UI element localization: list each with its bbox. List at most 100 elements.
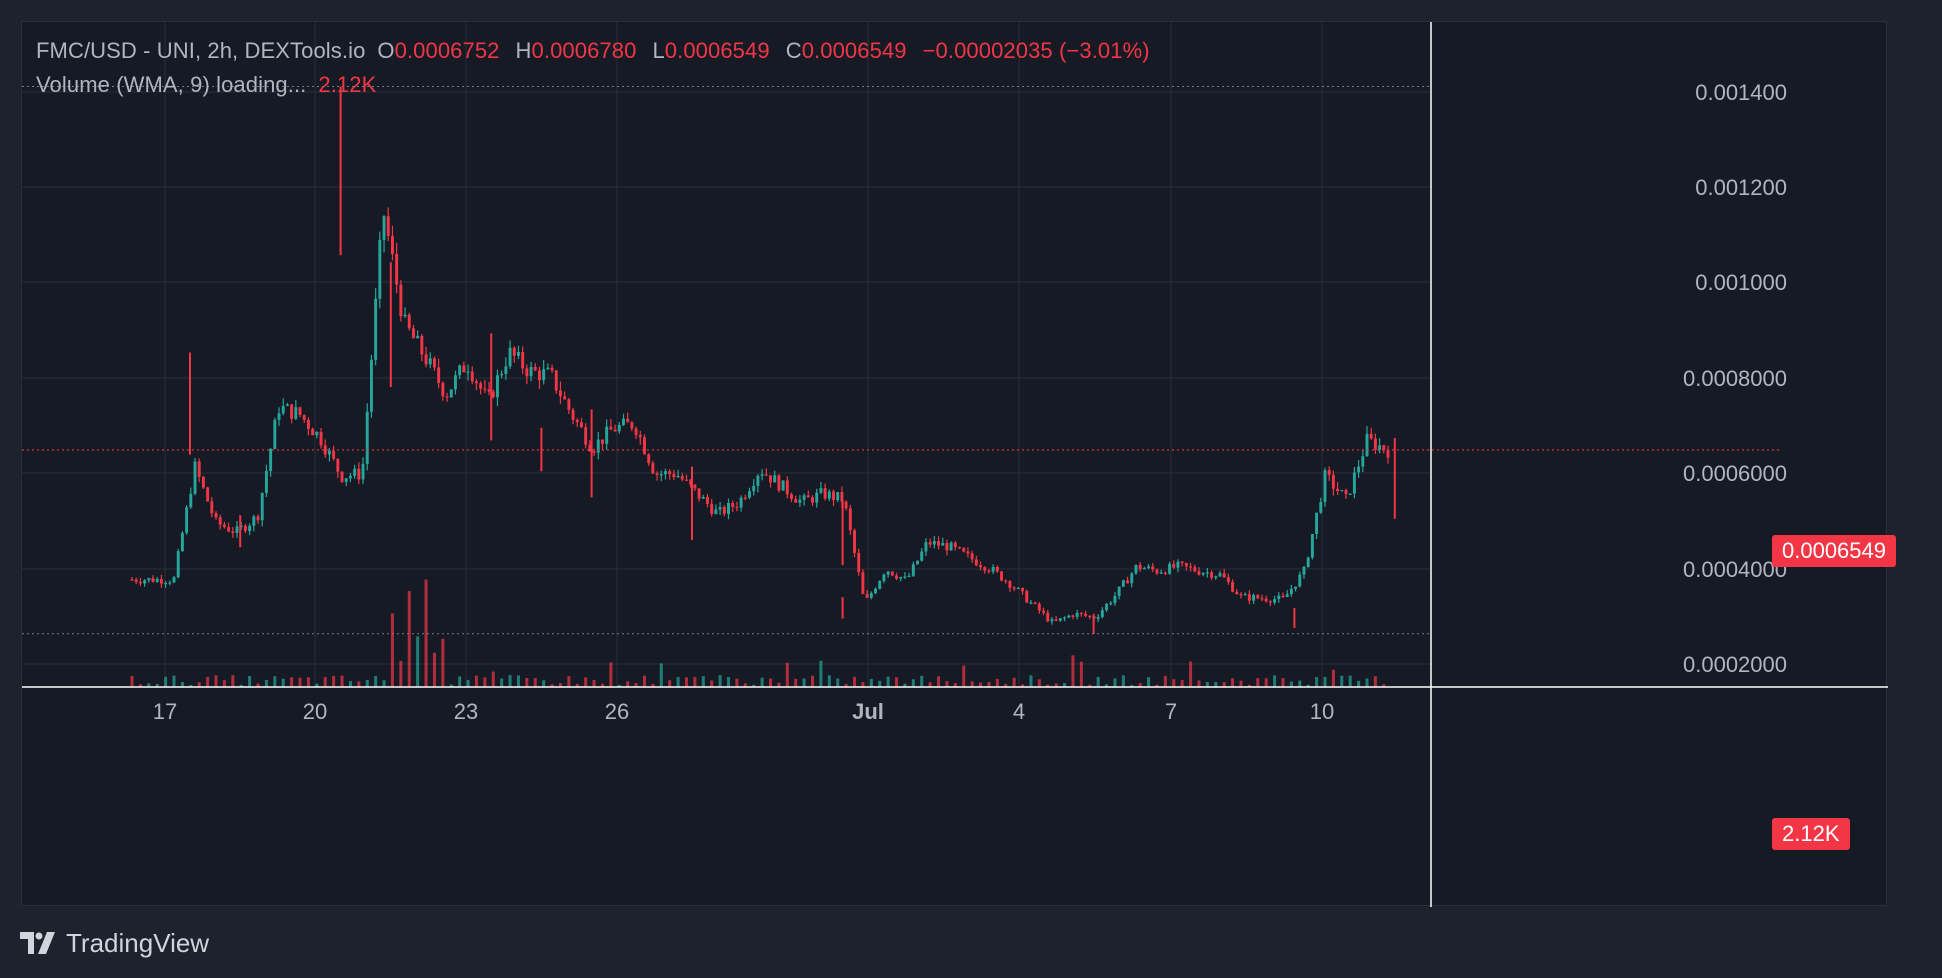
candle-body [769, 475, 772, 483]
open-value: 0.0006752 [394, 38, 500, 63]
y-tick-label: 0.0002000 [1683, 652, 1787, 677]
volume-bar [1197, 680, 1201, 687]
volume-bar [1021, 684, 1025, 687]
candle-body [1063, 617, 1067, 619]
candle-body [374, 298, 378, 360]
candle-body [634, 428, 638, 436]
volume-bar [441, 638, 445, 687]
candle-body [781, 480, 785, 491]
candle-body [1096, 616, 1100, 619]
candle-body [189, 493, 193, 508]
candle-body [970, 553, 974, 560]
volume-bar [676, 677, 680, 687]
candle-body [1205, 572, 1209, 574]
candle-body [680, 475, 684, 480]
candle-body [537, 370, 541, 381]
volume-bar [1231, 678, 1235, 687]
candle-body [953, 542, 957, 548]
candle-body [949, 542, 953, 551]
tradingview-logo[interactable]: TradingView [20, 927, 209, 959]
candle-body [773, 475, 777, 483]
candle-body [1088, 615, 1092, 618]
candle-body [899, 577, 903, 579]
candle-body [958, 547, 961, 549]
volume-bar [1037, 679, 1041, 687]
candle-body [1113, 595, 1117, 603]
x-tick-label: Jul [852, 699, 884, 724]
candle-body [323, 445, 327, 455]
volume-bar [348, 680, 352, 687]
candle-body [143, 580, 147, 584]
candle-body [214, 513, 218, 518]
volume-bar [424, 579, 428, 687]
volume-bar [1163, 675, 1167, 687]
candle-body [659, 474, 663, 476]
volume-bar [1004, 683, 1008, 687]
volume-bar [1130, 684, 1134, 687]
candle-body [1361, 456, 1365, 467]
candle-body [327, 450, 331, 455]
candle-body [529, 367, 533, 377]
candle-body [138, 581, 142, 584]
volume-bar [987, 682, 991, 687]
candle-body [995, 566, 999, 572]
candle-body [811, 497, 814, 503]
candle-body [693, 484, 697, 489]
last-volume-tag: 2.12K [1772, 818, 1850, 850]
volume-bar [953, 683, 957, 687]
volume-bar [264, 679, 268, 687]
candle-body [1197, 571, 1201, 575]
volume-bar [911, 679, 915, 687]
volume-bar [819, 660, 823, 687]
volume-indicator-label[interactable]: Volume (WMA, 9) loading... [36, 72, 307, 97]
candle-body [348, 475, 352, 479]
volume-bar [760, 677, 764, 687]
volume-bar [693, 677, 697, 687]
volume-bar [1340, 675, 1344, 687]
candle-body [378, 239, 382, 299]
candle-body [197, 461, 201, 477]
candle-body [546, 367, 550, 370]
candle-body [1184, 563, 1188, 567]
candles [130, 86, 1396, 634]
symbol-label[interactable]: FMC/USD - UNI, 2h, DEXTools.io [36, 38, 366, 63]
volume-bar [365, 679, 369, 687]
candle-body [1029, 602, 1033, 604]
volume-bar [1012, 677, 1016, 687]
volume-bar [802, 678, 806, 687]
candle-body [243, 525, 247, 532]
candle-body [1277, 595, 1281, 600]
volume-bar [1273, 675, 1277, 687]
volume-bar [701, 676, 705, 687]
candle-body [1285, 594, 1289, 597]
candle-body [1264, 598, 1268, 602]
candle-body [164, 582, 168, 585]
candle-body [395, 254, 399, 285]
candle-body [1302, 566, 1306, 575]
volume-bar [290, 677, 294, 687]
volume-bar [634, 683, 638, 687]
candle-body [748, 491, 751, 498]
candle-body [832, 491, 835, 501]
candle-body [1180, 561, 1184, 564]
chart-canvas[interactable]: 0.001400 0.001200 0.001000 0.0008000 0.00060… [22, 22, 1888, 907]
candle-body [1075, 612, 1079, 617]
candle-body [1222, 573, 1226, 578]
candle-body [932, 541, 936, 545]
volume-bar [1071, 655, 1075, 687]
volume-bar [491, 671, 495, 687]
volume-bar [735, 678, 739, 687]
volume-bar [1172, 679, 1176, 687]
candle-body [1121, 580, 1125, 587]
volume-bar [1029, 675, 1033, 687]
volume-bar [206, 676, 210, 687]
volume-bar [222, 680, 226, 687]
x-tick-label: 10 [1310, 699, 1334, 724]
chart-panel[interactable]: 0.001400 0.001200 0.001000 0.0008000 0.00060… [21, 21, 1888, 907]
candle-body [1046, 612, 1050, 622]
volume-bar [861, 681, 865, 687]
volume-bar [1289, 681, 1293, 687]
volume-bar [1348, 675, 1352, 687]
volume-bar [306, 677, 310, 687]
candle-body [201, 476, 205, 488]
